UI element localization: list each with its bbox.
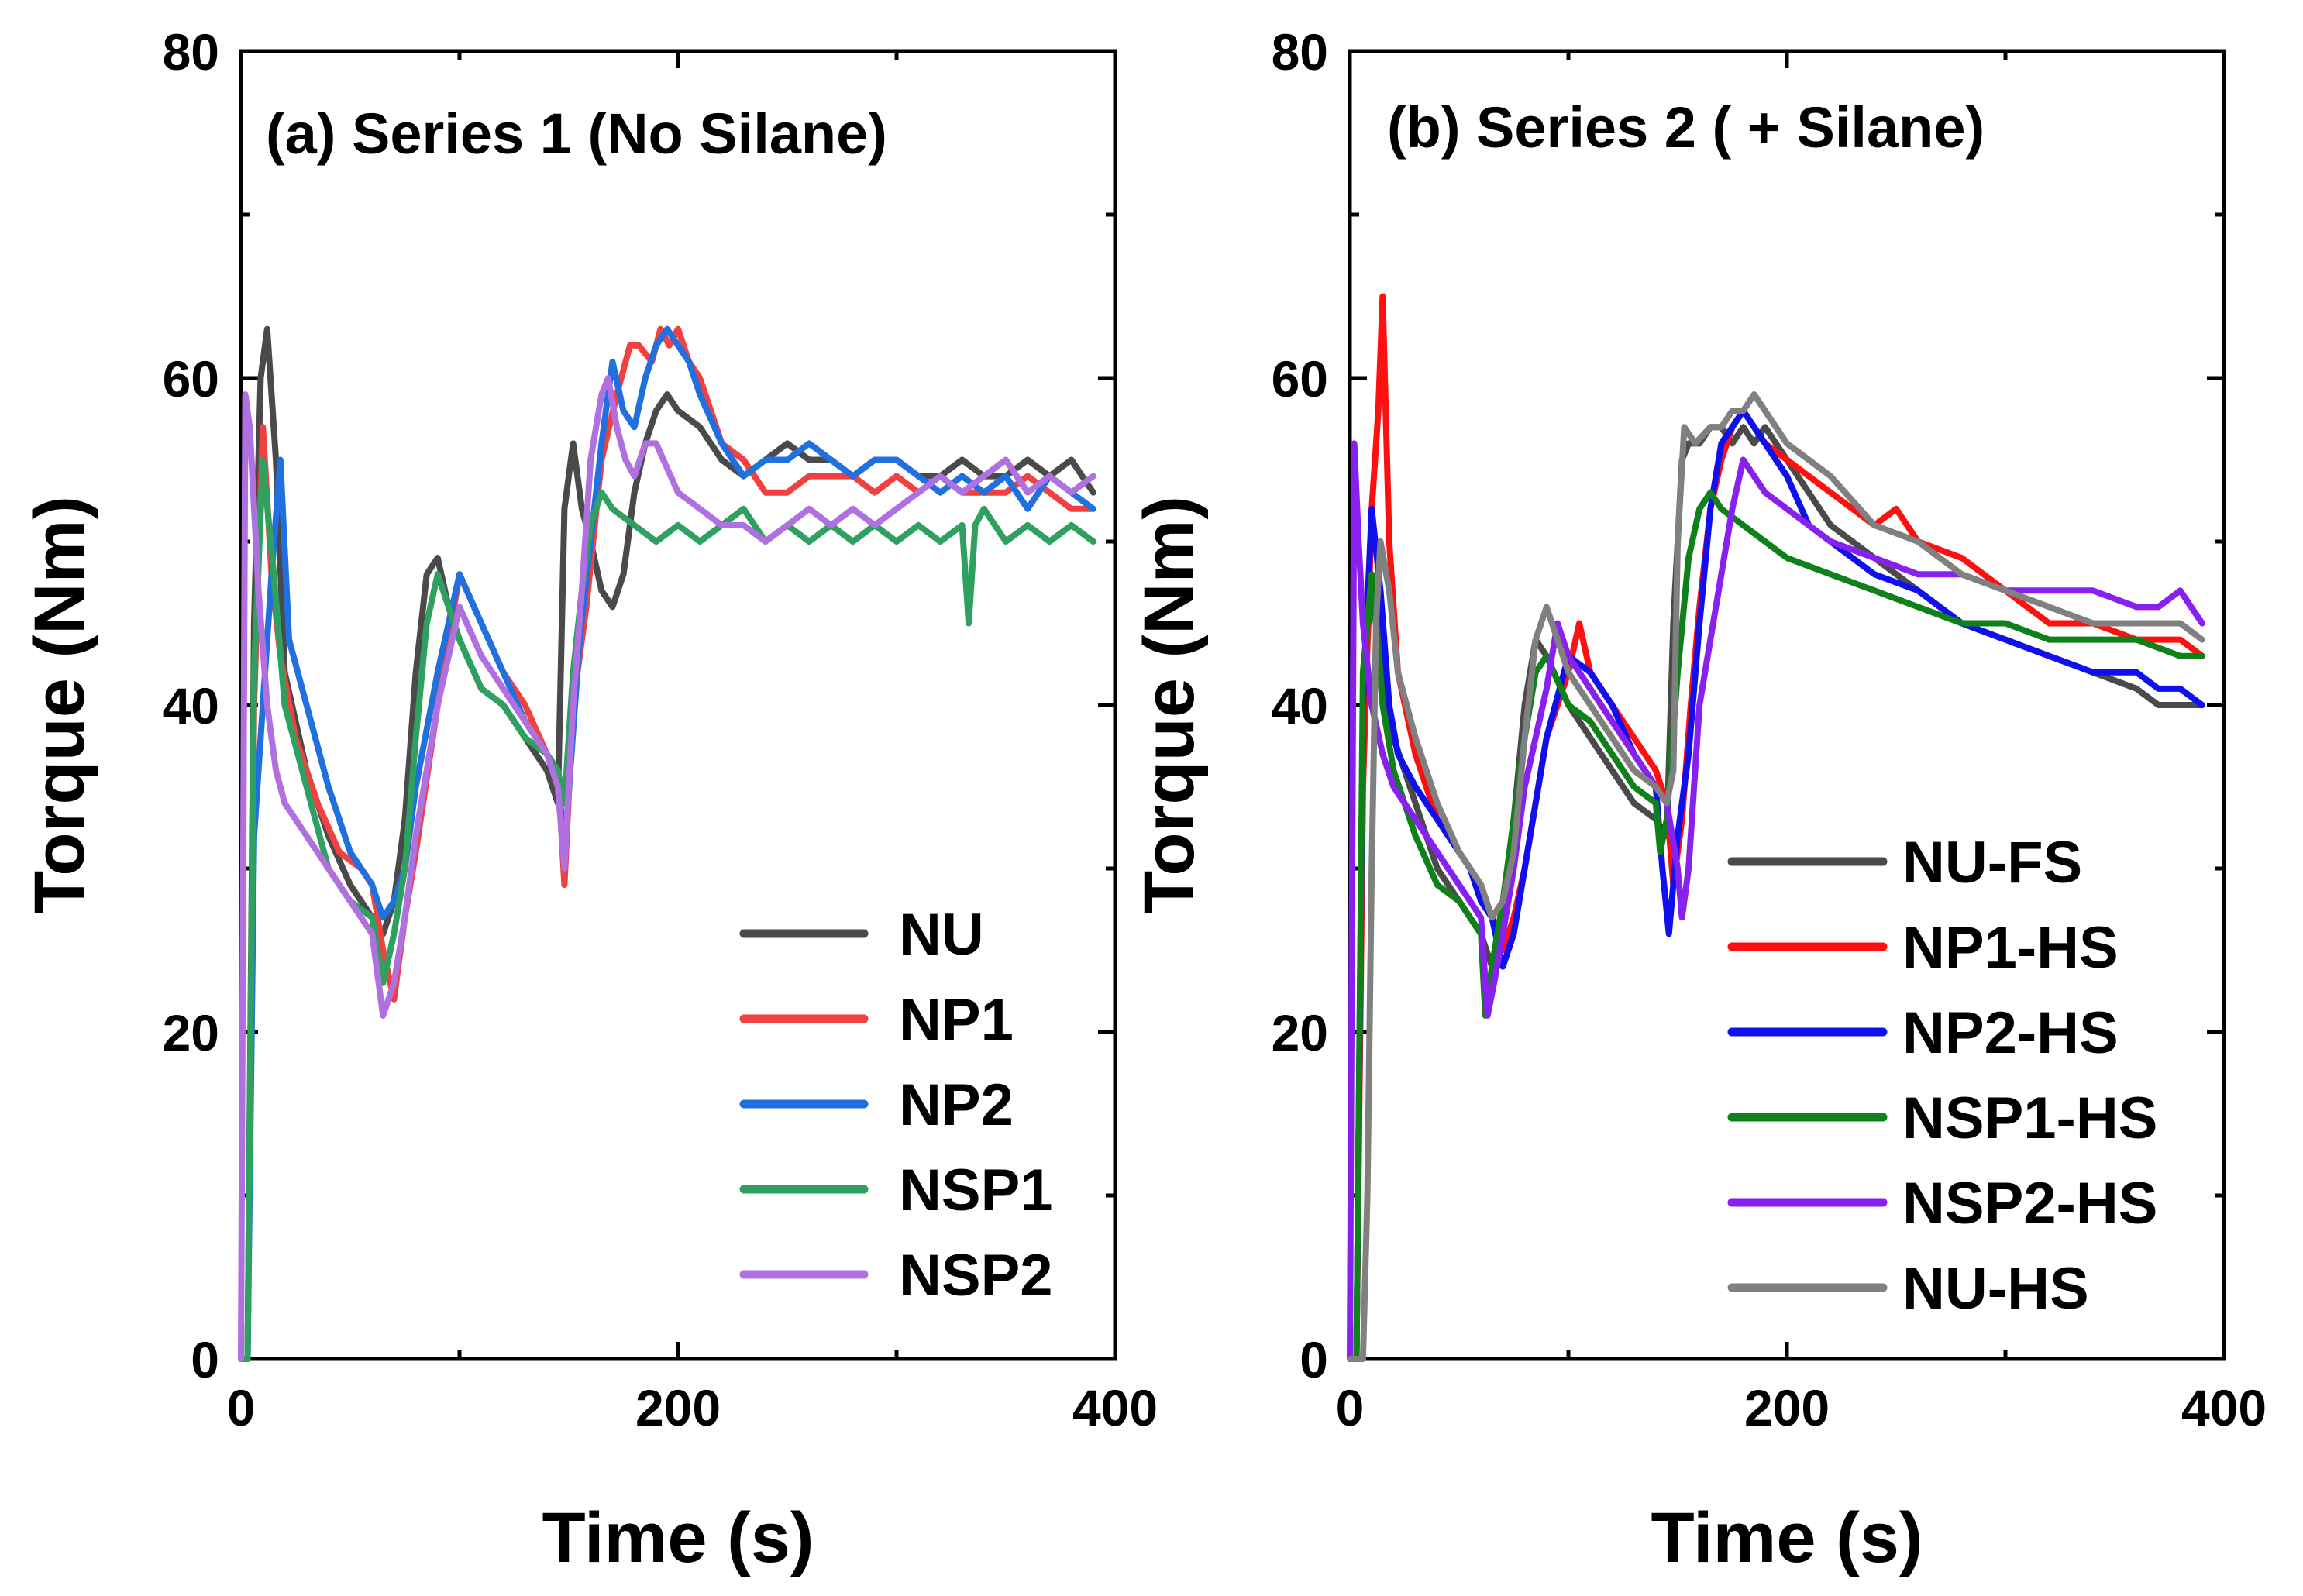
- y-tick-label: 0: [191, 1331, 219, 1388]
- series-line-np2: [238, 325, 1096, 1362]
- legend-label-nu-fs: NU-FS: [1902, 830, 2082, 896]
- x-tick-label: 200: [635, 1379, 721, 1436]
- legend-label-np1-hs: NP1-HS: [1902, 915, 2119, 981]
- panel-a-ticks: 0 20 40 60 80 0 200 400: [163, 23, 1158, 1436]
- panel-b-legend: NU-FS NP1-HS NP2-HS NSP1-HS NSP2-HS NU-HS: [1727, 830, 2157, 1322]
- y-tick-label: 80: [163, 23, 219, 81]
- y-tick-label: 40: [1272, 677, 1328, 734]
- x-tick-label: 400: [1072, 1379, 1158, 1436]
- series-line-nsp1: [238, 456, 1096, 1362]
- x-tick-label: 0: [1336, 1379, 1365, 1436]
- y-tick-label: 60: [163, 350, 219, 408]
- y-tick-label: 20: [163, 1004, 219, 1061]
- y-tick-label: 0: [1300, 1331, 1328, 1388]
- legend-label-np2: NP2: [899, 1072, 1014, 1138]
- series-line-nsp2: [238, 375, 1096, 1362]
- legend-label-nsp1-hs: NSP1-HS: [1902, 1085, 2157, 1151]
- legend-label-nsp2: NSP2: [899, 1243, 1053, 1309]
- x-tick-label: 200: [1744, 1379, 1830, 1436]
- x-tick-label: 0: [227, 1379, 256, 1436]
- panel-a-x-axis-title: Time (s): [542, 1498, 814, 1577]
- panel-a: 0 20 40 60 80 0 200 400 (a) Series 1 (No Silane…: [20, 23, 1158, 1577]
- panel-a-title: (a) Series 1 (No Silane): [266, 101, 887, 166]
- panel-b-series: [1347, 293, 2205, 1362]
- legend-label-nsp1: NSP1: [899, 1157, 1053, 1223]
- panel-a-series: [238, 325, 1096, 1362]
- series-line-nu-hs: [1347, 391, 2205, 1362]
- panel-b-plot-frame: [1348, 49, 2226, 1361]
- series-line-np1-hs: [1347, 293, 2205, 1362]
- legend-label-nu: NU: [899, 902, 984, 968]
- y-tick-label: 40: [163, 677, 219, 734]
- panel-b-ticks: 0 20 40 60 80 0 200 400: [1272, 23, 2267, 1436]
- legend-label-nsp2-hs: NSP2-HS: [1902, 1171, 2157, 1237]
- panel-b-y-axis-title: Torque (Nm): [1130, 496, 1209, 914]
- y-tick-label: 80: [1272, 23, 1328, 81]
- x-tick-label: 400: [2181, 1379, 2267, 1436]
- panel-b-title: (b) Series 2 ( + Silane): [1387, 95, 1985, 160]
- panel-a-legend: NU NP1 NP2 NSP1 NSP2: [739, 902, 1053, 1309]
- panel-a-y-axis-title: Torque (Nm): [20, 496, 99, 914]
- legend-label-np2-hs: NP2-HS: [1902, 1000, 2119, 1066]
- legend-label-nu-hs: NU-HS: [1902, 1256, 2089, 1322]
- panel-b-x-axis-title: Time (s): [1651, 1498, 1923, 1577]
- panel-b: 0 20 40 60 80 0 200 400 (b) Series 2 ( + Silane…: [1130, 23, 2267, 1577]
- y-tick-label: 60: [1272, 350, 1328, 408]
- y-tick-label: 20: [1272, 1004, 1328, 1061]
- series-line-np2-hs: [1347, 408, 2205, 1362]
- series-line-nsp1-hs: [1347, 489, 2205, 1362]
- legend-label-np1: NP1: [899, 987, 1014, 1053]
